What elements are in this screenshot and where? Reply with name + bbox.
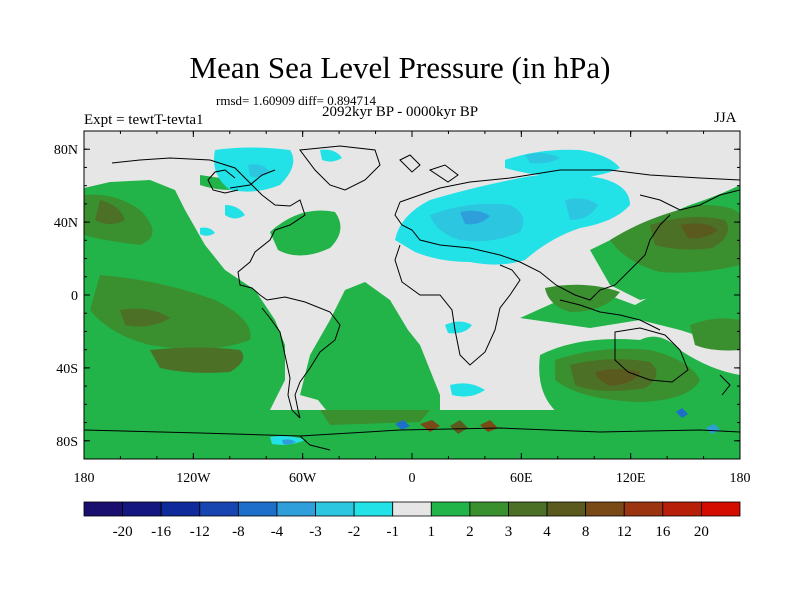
colorbar-swatch [623,501,664,517]
colorbar-label: -3 [309,524,322,540]
latitude-axis: 80N 40N 0 40S 80S [54,130,740,460]
experiment-label: Expt = tewtT-tevta1 [84,112,204,128]
lon-tick-label: 60E [510,471,533,486]
colorbar-label: -8 [232,524,245,540]
colorbar-swatch [160,501,201,517]
colorbar-swatch [662,501,702,517]
colorbar-label: 12 [617,524,632,540]
colorbar-label: 2 [466,524,474,540]
lat-tick-label: 80N [54,143,78,158]
colorbar-label: -20 [113,524,133,540]
colorbar-label: 1 [428,524,436,540]
longitude-axis: 180 120W 60W 0 60E 120E 180 [74,131,751,486]
map-title: Mean Sea Level Pressure (in hPa) [189,50,611,85]
colorbar-label: 20 [694,524,709,540]
colorbar-swatch [83,501,123,517]
colorbar-label: -4 [271,524,284,540]
rmsd-diff-stats: rmsd= 1.60909 diff= 0.894714 [216,93,376,108]
colorbar-label: 4 [543,524,551,540]
colorbar-swatch [353,501,394,517]
season-label: JJA [714,110,737,126]
colorbar-swatch [701,501,741,517]
positive-anomaly-regions-4 [595,223,718,386]
map-plot-area [84,131,740,459]
colorbar: -20 -16 -12 -8 -4 -3 -2 -1 1 2 3 4 8 12 16 20 [83,501,741,540]
lat-tick-label: 40S [56,362,78,377]
colorbar-swatch [315,501,355,517]
colorbar-swatch [430,501,471,517]
colorbar-swatch [508,501,548,517]
colorbar-label: -16 [151,524,171,540]
lat-tick-label: 40N [54,216,78,231]
lat-tick-label: 0 [71,289,78,304]
colorbar-label: 16 [655,524,671,540]
coastlines [84,145,740,451]
colorbar-label: -12 [190,524,210,540]
lon-tick-label: 60W [289,471,317,486]
lon-tick-label: 120W [176,471,211,486]
period-label: 2092kyr BP - 0000kyr BP [322,104,479,120]
lon-tick-label: 0 [409,471,416,486]
antarctic-patches [395,408,720,434]
colorbar-swatch [585,501,625,517]
lon-tick-label: 180 [74,471,95,486]
colorbar-swatch [199,501,239,517]
colorbar-swatch [237,501,278,517]
colorbar-label: -1 [386,524,399,540]
colorbar-swatch [122,501,162,517]
colorbar-swatch [392,501,432,517]
colorbar-label: -2 [348,524,361,540]
lon-tick-label: 180 [730,471,751,486]
colorbar-swatch [469,501,509,517]
colorbar-label: 8 [582,524,590,540]
colorbar-swatch [276,501,316,517]
negative-anomaly-regions-3 [282,210,490,445]
colorbar-label: 3 [505,524,513,540]
lat-tick-label: 80S [56,435,78,450]
colorbar-swatch [546,501,587,517]
lon-tick-label: 120E [616,471,646,486]
